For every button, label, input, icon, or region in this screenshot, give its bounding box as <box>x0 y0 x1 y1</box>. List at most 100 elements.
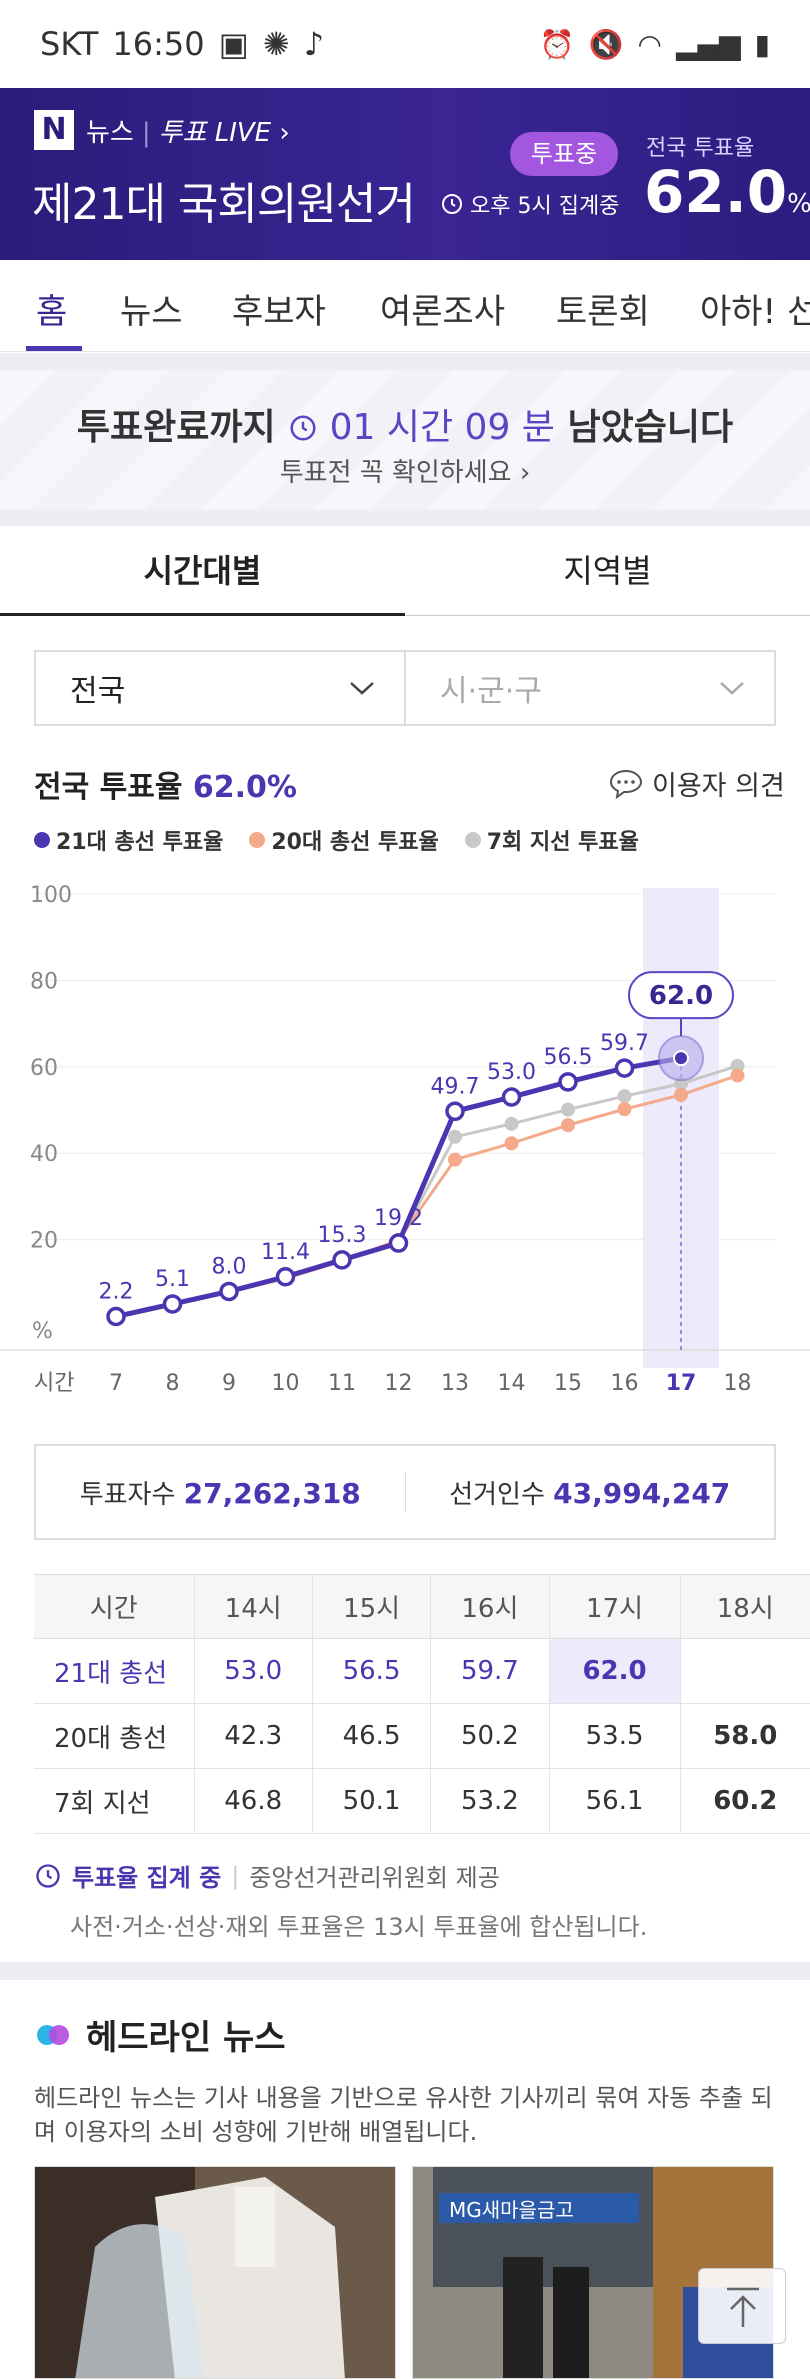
headline-title: 헤드라인 뉴스 <box>86 2018 286 2058</box>
table-cell: 53.2 <box>430 1768 550 1834</box>
turnout-table: 시간 14시 15시 16시 17시 18시 21대 총선 53.0 56.5 … <box>34 1574 810 1834</box>
tally-text: 오후 5시 집계중 <box>470 194 620 219</box>
news-thumbnail[interactable] <box>34 2166 396 2379</box>
table-cell <box>679 1638 810 1704</box>
x-tick-label: 11 <box>328 1371 356 1396</box>
carrier: SKT <box>40 25 99 63</box>
table-header: 시간 <box>34 1574 194 1639</box>
series-point-main <box>275 1267 296 1287</box>
table-row: 7회 지선 46.8 50.1 53.2 56.1 60.2 <box>34 1768 810 1834</box>
news-link[interactable]: 뉴스 <box>86 118 134 148</box>
headline-news-section: 헤드라인 뉴스 헤드라인 뉴스는 기사 내용을 기반으로 유사한 기사끼리 묶여… <box>34 2010 774 2149</box>
series-point-main <box>219 1281 239 1302</box>
data-source: 중앙선거관리위원회 제공 <box>249 1864 500 1892</box>
main-tabs: 홈 뉴스 후보자 여론조사 토론회 아하! 선 <box>0 260 810 352</box>
brand-nav[interactable]: 뉴스 | 투표 LIVE › <box>86 118 290 148</box>
x-tick-label: 10 <box>272 1371 300 1396</box>
row-label: 7회 지선 <box>34 1768 194 1834</box>
legend-dot-21 <box>34 832 50 848</box>
table-cell: 59.7 <box>430 1638 550 1704</box>
legend-item: 7회 지선 투표율 <box>464 824 639 856</box>
vote-live-link[interactable]: 투표 LIVE <box>158 118 272 148</box>
series-point <box>617 1102 632 1117</box>
y-tick-label: 80 <box>30 969 58 994</box>
y-tick-label: 20 <box>30 1229 58 1254</box>
clock-time: 16:50 <box>112 25 205 63</box>
table-cell: 50.2 <box>430 1703 550 1769</box>
tiktok-icon: ♪ <box>303 25 325 63</box>
subtab-by-time[interactable]: 시간대별 <box>0 526 405 616</box>
region-select[interactable]: 전국 <box>36 652 404 724</box>
clock-icon <box>36 1863 60 1888</box>
table-cell: 60.2 <box>679 1768 810 1834</box>
elector-count: 선거인수 43,994,247 <box>449 1476 731 1510</box>
wifi-icon: ◠ <box>637 27 662 61</box>
data-label: 15.3 <box>318 1223 367 1248</box>
tab-home[interactable]: 홈 <box>36 292 68 332</box>
chevron-down-icon <box>350 682 374 695</box>
current-point <box>673 1050 689 1067</box>
countdown-banner[interactable]: 투표완료까지 01 시간 09 분 남았습니다 투표전 꼭 확인하세요 › <box>0 370 810 526</box>
check-before-vote-link[interactable]: 투표전 꼭 확인하세요 › <box>279 458 531 488</box>
tab-polls[interactable]: 여론조사 <box>380 292 506 332</box>
y-tick-label: 100 <box>30 883 72 908</box>
headline-description: 헤드라인 뉴스는 기사 내용을 기반으로 유사한 기사끼리 묶여 자동 추출 되… <box>34 2084 773 2146</box>
subtab-by-region[interactable]: 지역별 <box>563 552 652 590</box>
tab-aha[interactable]: 아하! 선 <box>700 292 810 332</box>
note-description: 사전·거소·선상·재외 투표율은 13시 투표율에 합산됩니다. <box>70 1913 648 1941</box>
section-divider <box>0 1962 810 1980</box>
data-label: 53.0 <box>487 1060 536 1085</box>
table-header: 16시 <box>430 1574 550 1639</box>
series-point <box>730 1068 745 1083</box>
table-row: 20대 총선 42.3 46.5 50.2 53.5 58.0 <box>34 1703 810 1769</box>
tab-news[interactable]: 뉴스 <box>120 292 183 332</box>
speech-bubble-icon <box>609 769 643 799</box>
data-label: 5.1 <box>155 1267 190 1292</box>
section-divider <box>0 510 810 526</box>
current-callout-label: 62.0 <box>649 981 713 1011</box>
user-opinion-button[interactable]: 이용자 의견 <box>608 764 785 803</box>
series-point <box>674 1087 688 1102</box>
x-tick-label: 18 <box>724 1371 752 1396</box>
series-line-main <box>115 1055 682 1319</box>
turnout-heading: 전국 투표율 62.0% <box>34 762 297 806</box>
table-header: 17시 <box>548 1574 681 1639</box>
row-label: 20대 총선 <box>34 1703 194 1769</box>
table-header: 15시 <box>311 1574 431 1639</box>
tab-candidates[interactable]: 후보자 <box>232 292 326 332</box>
vote-stats: 투표자수 27,262,318 선거인수 43,994,247 <box>34 1444 776 1540</box>
status-bar: SKT 16:50 ▣ ✺ ♪ ⏰ 🔇 ◠ ▂▄▆ ▮ <box>0 0 810 88</box>
gallery-icon: ▣ <box>218 25 249 63</box>
naver-logo[interactable]: N <box>34 110 74 150</box>
national-rate-label: 전국 투표율 <box>646 136 755 161</box>
series-point-main <box>388 1233 409 1253</box>
scroll-top-button[interactable] <box>698 2268 786 2344</box>
tally-note: 투표율 집계 중 | 중앙선거관리위원회 제공 사전·거소·선상·재외 투표율은… <box>34 1858 647 1942</box>
y-axis-unit: % <box>32 1319 53 1344</box>
table-cell: 53.0 <box>193 1638 313 1704</box>
highlight-band <box>643 888 719 1368</box>
data-label: 8.0 <box>212 1254 247 1279</box>
series-point <box>617 1089 632 1104</box>
district-select[interactable]: 시·군·구 <box>404 652 774 724</box>
table-cell: 46.5 <box>311 1703 431 1769</box>
data-label: 59.7 <box>600 1031 649 1056</box>
table-cell: 58.0 <box>679 1703 810 1769</box>
x-axis-label: 시간 <box>34 1371 74 1396</box>
table-cell: 56.1 <box>548 1768 681 1834</box>
table-row: 21대 총선 53.0 56.5 59.7 62.0 <box>34 1638 810 1704</box>
tally-status: 오후 5시 집계중 <box>440 188 619 220</box>
turnout-label: 전국 투표율 <box>34 770 183 805</box>
table-cell: 53.5 <box>548 1703 681 1769</box>
mute-icon: 🔇 <box>588 27 624 61</box>
series-point-main <box>162 1294 183 1314</box>
x-tick-label: 7 <box>109 1371 123 1396</box>
tab-debates[interactable]: 토론회 <box>556 292 650 332</box>
table-cell: 50.1 <box>311 1768 431 1834</box>
data-label: 49.7 <box>431 1074 480 1099</box>
series-point-main <box>558 1072 578 1092</box>
series-point-main <box>332 1250 352 1270</box>
data-label: 11.4 <box>261 1240 310 1265</box>
series-point-main <box>614 1058 635 1078</box>
arrow-up-icon <box>727 2287 759 2327</box>
